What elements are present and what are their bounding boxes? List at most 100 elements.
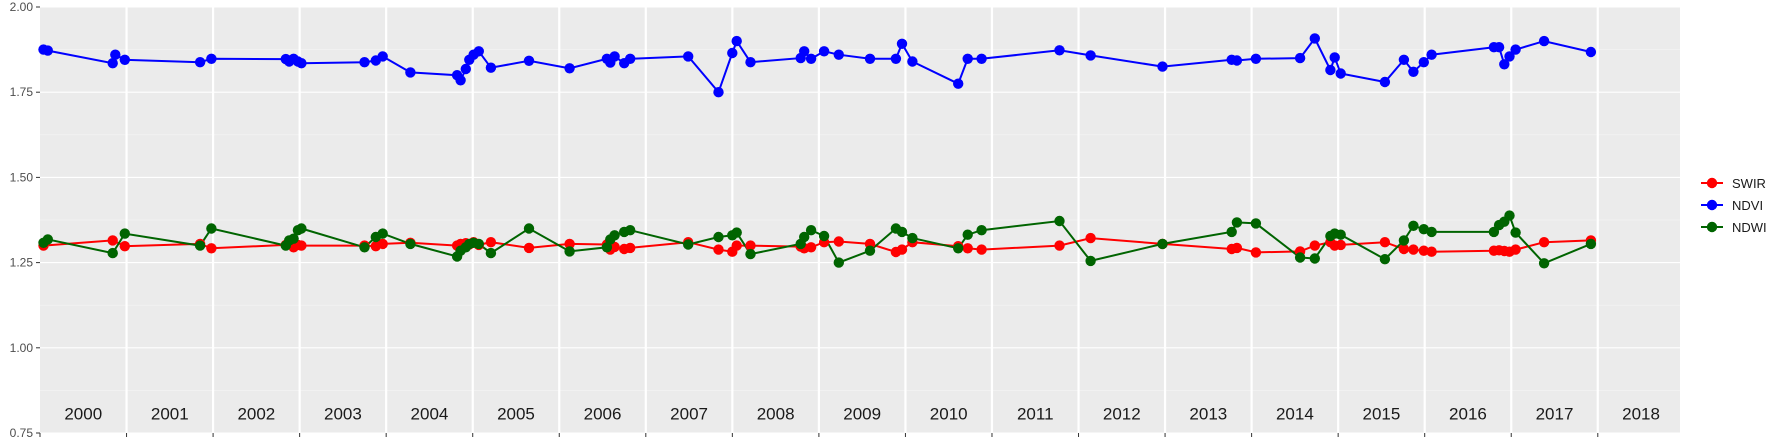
data-point-swir (107, 235, 118, 246)
data-point-ndwi (1379, 254, 1391, 265)
data-point-ndwi (1335, 229, 1346, 240)
data-point-ndvi (107, 58, 118, 69)
data-point-ndwi (1157, 238, 1168, 250)
data-point-ndvi (455, 75, 466, 86)
data-point-ndvi (296, 58, 307, 69)
data-point-ndwi (1085, 255, 1096, 267)
data-point-ndvi (206, 53, 217, 64)
data-point-swir (745, 240, 756, 251)
y-tick-label: 1.00 (10, 341, 34, 355)
data-point-ndwi (107, 247, 118, 259)
y-tick-label: 1.75 (10, 85, 34, 99)
data-point-ndvi (1335, 68, 1346, 79)
year-label: 2014 (1276, 404, 1314, 423)
data-point-ndvi (625, 53, 636, 64)
data-point-swir (625, 242, 636, 254)
data-point-ndvi (1538, 35, 1550, 47)
y-tick-label: 1.50 (10, 170, 34, 184)
data-point-ndvi (1493, 42, 1505, 53)
year-label: 2013 (1189, 404, 1227, 423)
data-point-ndwi (1426, 226, 1437, 238)
data-point-ndvi (110, 49, 121, 60)
data-point-ndwi (359, 242, 370, 253)
data-point-ndvi (962, 53, 973, 64)
data-point-ndvi (1329, 52, 1340, 63)
data-point-ndwi (564, 246, 575, 257)
data-point-ndwi (377, 228, 388, 239)
data-point-swir (1418, 245, 1430, 256)
legend-label: SWIR (1732, 176, 1766, 191)
data-point-ndwi (805, 225, 817, 236)
year-label: 2012 (1103, 404, 1141, 423)
data-point-ndvi (377, 51, 388, 62)
data-point-swir (1250, 247, 1262, 258)
data-point-swir (1054, 240, 1065, 251)
y-tick-label: 2.00 (10, 0, 34, 14)
data-point-ndwi (194, 240, 206, 251)
data-point-ndvi (890, 53, 902, 64)
data-point-ndvi (359, 57, 370, 68)
year-label: 2003 (324, 404, 362, 423)
data-point-swir (1538, 237, 1550, 248)
data-point-ndvi (1418, 57, 1430, 68)
series-line-ndvi (43, 36, 1592, 95)
year-label: 2011 (1017, 404, 1054, 423)
data-point-ndvi (119, 54, 130, 65)
data-point-ndwi (1398, 235, 1410, 246)
data-point-ndvi (818, 46, 830, 57)
data-point-swir (119, 241, 130, 252)
year-label: 2018 (1622, 404, 1660, 423)
data-point-ndvi (907, 56, 918, 67)
data-point-ndvi (1309, 33, 1321, 44)
data-point-ndvi (731, 35, 742, 47)
data-point-ndwi (1054, 215, 1065, 227)
data-point-ndvi (485, 62, 497, 73)
year-label: 2016 (1449, 404, 1487, 423)
data-point-ndwi (745, 248, 756, 260)
data-point-swir (1510, 244, 1521, 255)
legend-key-point (1706, 221, 1718, 233)
year-label: 2008 (757, 404, 795, 423)
data-point-ndvi (1294, 52, 1306, 64)
data-point-swir (523, 242, 535, 254)
data-point-ndvi (1325, 64, 1336, 76)
data-point-swir (1335, 239, 1346, 251)
year-label: 2017 (1536, 404, 1574, 423)
data-point-ndvi (713, 87, 724, 98)
year-label: 2009 (843, 404, 881, 423)
grid-layer (40, 6, 1680, 434)
data-point-ndwi (864, 245, 876, 256)
data-point-ndwi (907, 232, 918, 244)
data-point-ndwi (713, 231, 724, 243)
data-point-ndvi (1157, 61, 1168, 72)
data-point-ndvi (1085, 50, 1096, 61)
data-point-ndwi (1408, 220, 1419, 231)
axis-layer: 0.75 1.00 1.25 1.50 1.75 2.00 2000 2001 2002 2003… (10, 0, 1660, 440)
data-point-ndwi (976, 225, 987, 236)
data-point-ndwi (206, 223, 217, 234)
legend-label: NDVI (1732, 198, 1763, 213)
data-point-swir (485, 237, 497, 248)
data-point-ndvi (727, 47, 738, 59)
data-point-ndwi (1510, 227, 1521, 238)
year-label: 2004 (411, 404, 449, 423)
data-point-ndwi (1250, 218, 1262, 229)
data-point-ndwi (818, 230, 830, 242)
data-point-swir (896, 244, 908, 255)
data-point-ndwi (625, 225, 636, 236)
data-point-ndvi (1504, 51, 1515, 62)
year-label: 2007 (670, 404, 708, 423)
data-point-ndvi (1379, 76, 1391, 88)
data-point-ndvi (1231, 55, 1243, 66)
data-point-ndvi (1426, 49, 1437, 60)
data-point-ndvi (523, 55, 535, 66)
data-point-ndwi (601, 242, 613, 253)
data-point-ndwi (288, 233, 299, 244)
data-point-swir (962, 243, 973, 254)
data-point-ndwi (731, 227, 742, 238)
legend-key-point (1706, 199, 1718, 211)
data-point-swir (731, 240, 742, 251)
data-point-swir (377, 238, 388, 250)
data-point-ndwi (962, 229, 973, 240)
data-point-ndvi (1510, 44, 1521, 55)
